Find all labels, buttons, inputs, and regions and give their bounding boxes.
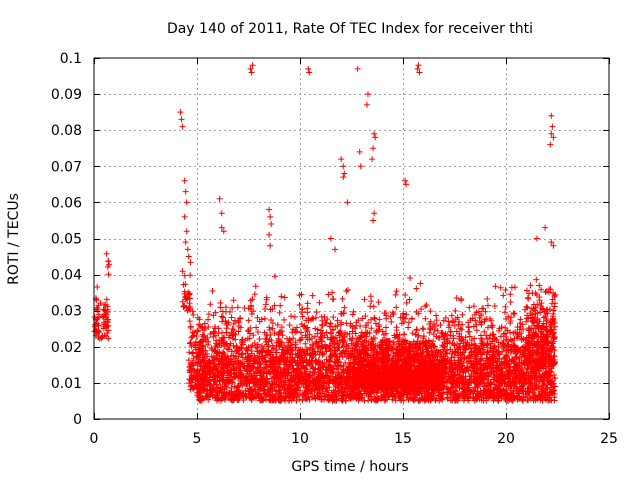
data-point [201, 327, 208, 334]
data-point [179, 268, 186, 275]
data-point [186, 340, 193, 347]
data-points [91, 62, 559, 404]
data-point [190, 372, 197, 379]
data-point [524, 397, 531, 404]
data-point [188, 360, 195, 367]
data-point [103, 296, 110, 303]
data-point [105, 271, 112, 278]
data-point [189, 308, 196, 315]
data-point [106, 261, 113, 268]
data-point [104, 329, 111, 336]
data-point [95, 327, 102, 334]
data-point [96, 335, 103, 342]
data-point [195, 354, 202, 361]
data-point [92, 321, 99, 328]
data-point [187, 324, 194, 331]
data-point [94, 283, 101, 290]
data-point [97, 300, 104, 307]
data-point [102, 306, 109, 313]
data-point [503, 397, 510, 404]
data-point [184, 296, 191, 303]
data-point [101, 307, 108, 314]
data-point [100, 314, 107, 321]
data-point [186, 300, 193, 307]
grid-lines [94, 58, 609, 419]
data-point [190, 355, 197, 362]
data-point [187, 272, 194, 279]
data-point [197, 366, 204, 373]
data-point [188, 366, 195, 373]
data-point [237, 344, 244, 351]
data-point [105, 335, 112, 342]
data-point [96, 329, 103, 336]
data-point [102, 301, 109, 308]
data-point [201, 320, 208, 327]
data-point [347, 359, 354, 366]
data-point [187, 295, 194, 302]
data-point [94, 315, 101, 322]
data-point [190, 311, 197, 318]
data-point [187, 259, 194, 266]
data-point [105, 258, 112, 265]
data-point [188, 382, 195, 389]
data-point [182, 281, 189, 288]
data-point [189, 333, 196, 340]
data-point [342, 359, 349, 366]
data-point [186, 349, 193, 356]
data-point [187, 368, 194, 375]
data-point [100, 325, 107, 332]
data-point [185, 357, 192, 364]
data-point [195, 321, 202, 328]
data-point [194, 328, 201, 335]
data-point [181, 272, 188, 279]
data-point [189, 350, 196, 357]
data-point [186, 318, 193, 325]
data-point [444, 394, 451, 401]
data-point [103, 250, 110, 257]
data-point [180, 302, 187, 309]
data-point [295, 391, 302, 398]
data-point [186, 306, 193, 313]
data-point [91, 328, 98, 335]
data-point [187, 339, 194, 346]
data-point [193, 333, 200, 340]
data-point [263, 375, 270, 382]
data-point [186, 291, 193, 298]
data-point [104, 319, 111, 326]
data-point [189, 385, 196, 392]
data-point [179, 298, 186, 305]
data-point [201, 332, 208, 339]
